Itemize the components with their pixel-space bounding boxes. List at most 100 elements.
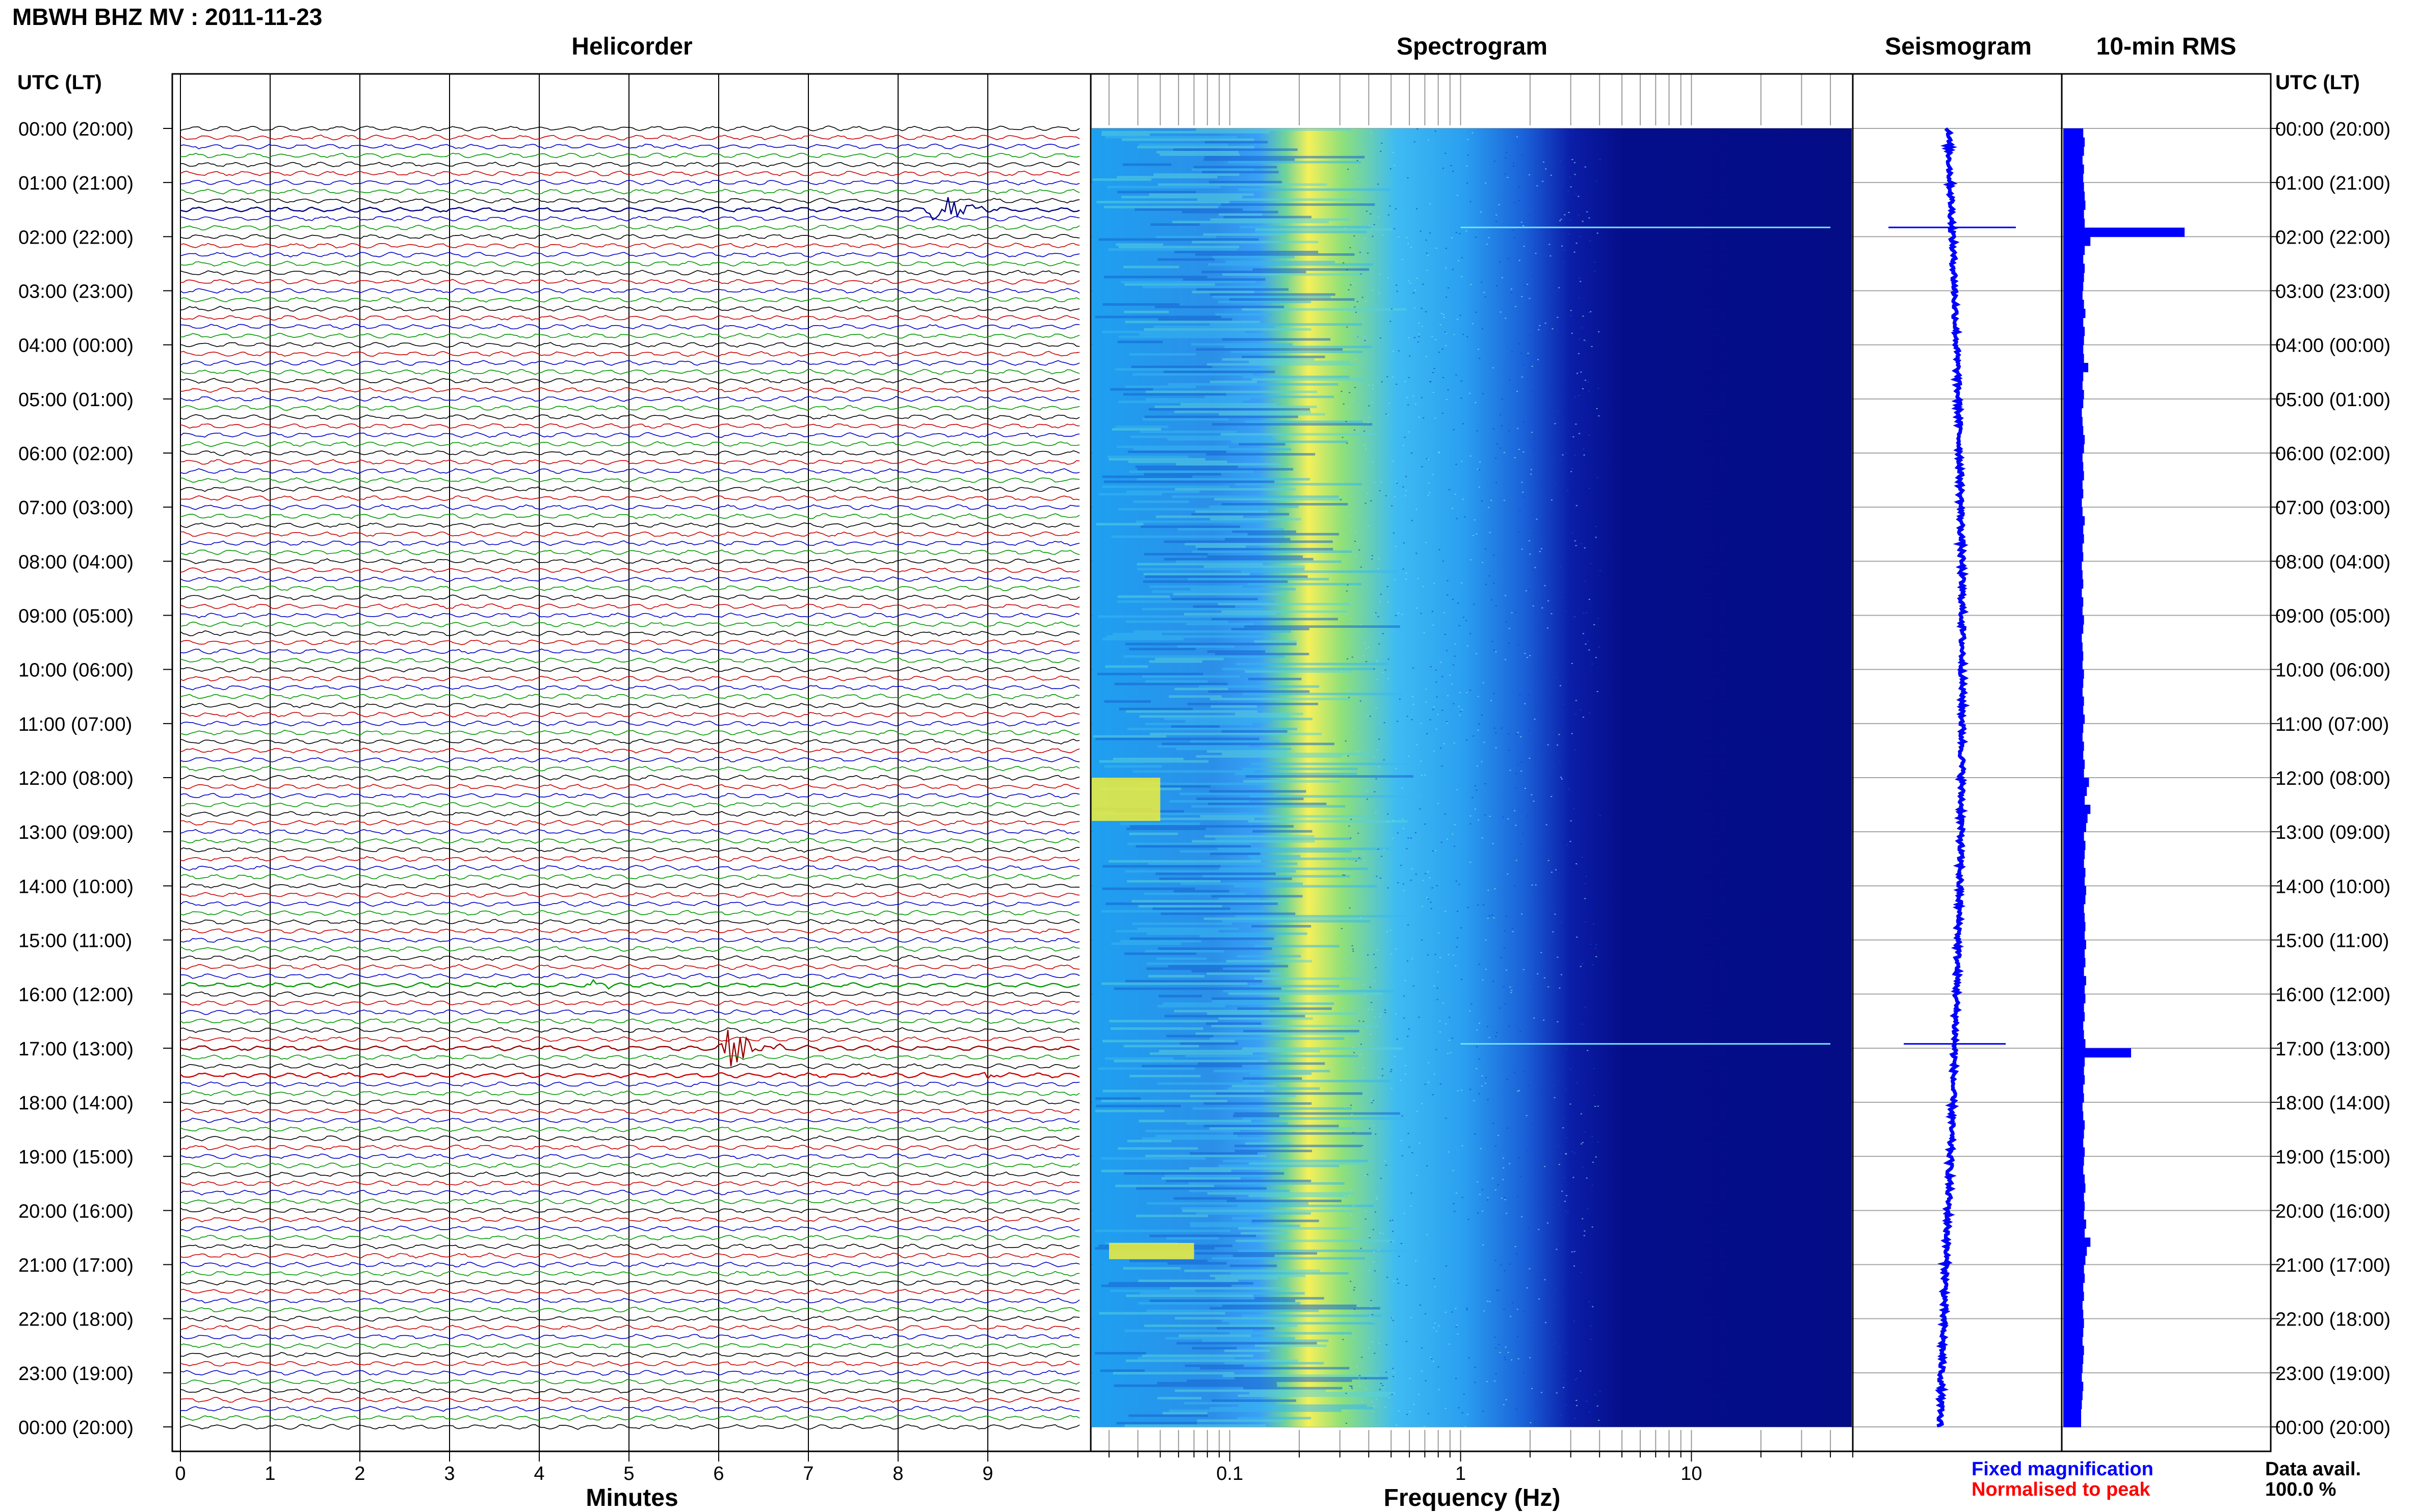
rms-bar [2063, 1183, 2086, 1193]
spectrogram-grain [1545, 498, 1547, 499]
spectrogram-streak [1250, 1072, 1312, 1075]
spectrogram-grain [1376, 1399, 1378, 1400]
helicorder-trace [180, 657, 1080, 664]
spectrogram-streak [1192, 290, 1254, 294]
spectrogram-grain [1433, 750, 1435, 752]
spectrogram-streak [1236, 662, 1389, 666]
spectrogram-grain [1370, 1306, 1372, 1308]
spectrogram-grain [1447, 695, 1449, 697]
spectrogram-grain [1516, 1253, 1518, 1255]
spectrogram-grain [1450, 1052, 1452, 1053]
spectrogram-grain [1556, 329, 1558, 330]
spectrogram-grain [1501, 1198, 1503, 1199]
spectrogram-grain [1420, 1305, 1421, 1306]
helicorder-trace [180, 1027, 1080, 1033]
spectrogram-grain [1507, 873, 1509, 875]
spectrogram-streak [1210, 1275, 1305, 1277]
helicorder-trace [180, 1351, 1080, 1358]
spectrogram-streak [1130, 825, 1294, 828]
spectrogram-streak [1124, 1172, 1284, 1175]
helicorder-trace [180, 919, 1080, 925]
spectrogram-grain [1481, 328, 1483, 330]
spectrogram-streak [1128, 450, 1226, 453]
spectrogram-grain [1431, 887, 1433, 889]
time-label-right: 12:00 (08:00) [2275, 768, 2391, 789]
spectrogram-streak [1171, 495, 1339, 498]
spectrogram-grain [1488, 575, 1490, 577]
spectrogram-streak [1162, 742, 1335, 746]
spectrogram-grain [1400, 865, 1402, 866]
spectrogram-grain [1521, 376, 1523, 378]
helicorder-trace [180, 1234, 1080, 1241]
spectrogram-grain [1518, 343, 1520, 344]
spectrogram-streak [1138, 1302, 1301, 1305]
spectrogram-grain [1396, 384, 1398, 385]
spectrogram-streak [1176, 463, 1281, 466]
spectrogram-grain [1460, 380, 1462, 382]
spectrogram-grain [1429, 381, 1431, 383]
spectrogram-streak [1200, 815, 1368, 818]
spectrogram-grain [1564, 1375, 1566, 1376]
spectrogram-streak [1102, 638, 1184, 641]
spectrogram-grain [1504, 1359, 1506, 1360]
spectrogram-grain [1576, 1082, 1578, 1084]
spectrogram-grain [1547, 744, 1549, 746]
spectrogram-grain [1559, 987, 1561, 989]
time-label-right: 13:00 (09:00) [2275, 822, 2391, 843]
spectrogram-streak [1210, 698, 1351, 701]
spectrogram-grain [1383, 1386, 1385, 1388]
spectrogram-grain [1425, 873, 1427, 874]
spectrogram-grain [1369, 987, 1371, 988]
spectrogram-grain [1348, 872, 1350, 874]
spectrogram-grain [1513, 202, 1515, 203]
spectrogram-grain [1525, 590, 1527, 592]
spectrogram-grain [1517, 1091, 1519, 1092]
spectrogram-grain [1353, 1228, 1355, 1229]
spectrogram-grain [1408, 1146, 1410, 1148]
spectrogram-grain [1363, 430, 1365, 432]
spectrogram-streak [1196, 348, 1343, 351]
spectrogram-grain [1442, 1002, 1444, 1004]
spectrogram-streak [1163, 1002, 1334, 1005]
spectrogram-streak [1161, 1177, 1241, 1180]
spectrogram-grain [1555, 869, 1557, 870]
spectrogram-grain [1374, 980, 1375, 982]
rms-bar [2063, 173, 2084, 183]
spectrogram-streak [1116, 243, 1163, 246]
spectrogram-grain [1368, 525, 1370, 526]
spectrogram-streak [1222, 338, 1331, 341]
spectrogram-grain [1376, 1199, 1378, 1200]
spectrogram-streak [1192, 550, 1352, 553]
spectrogram-grain [1505, 1399, 1507, 1400]
time-label-left: 13:00 (09:00) [18, 822, 134, 843]
spectrogram-grain [1372, 461, 1374, 463]
spectrogram-streak [1230, 1332, 1352, 1335]
spectrogram-streak [1137, 146, 1254, 149]
spectrogram-grain [1346, 1422, 1347, 1424]
spectrogram-streak [1221, 503, 1348, 506]
rms-bar [2063, 832, 2084, 841]
spectrogram-streak [1113, 632, 1162, 635]
spectrogram-grain [1412, 704, 1414, 705]
time-label-right: 05:00 (01:00) [2275, 389, 2391, 411]
spectrogram-streak [1184, 1402, 1276, 1404]
legend-normalised: Normalised to peak [1972, 1479, 2150, 1500]
spectrogram-grain [1498, 204, 1500, 205]
helicorder-trace [180, 441, 1080, 447]
spectrogram-grain [1378, 1343, 1380, 1344]
rms-bar [2063, 958, 2086, 968]
time-label-left: 20:00 (16:00) [18, 1201, 134, 1222]
rms-bar [2063, 642, 2083, 652]
spectrogram-grain [1458, 260, 1460, 261]
spectrogram-grain [1427, 954, 1429, 956]
spectrogram-grain [1396, 290, 1398, 292]
spectrogram-grain [1593, 624, 1595, 625]
spectrogram-grain [1353, 235, 1355, 236]
spectrogram-grain [1342, 1198, 1344, 1199]
spectrogram-streak [1229, 1322, 1376, 1325]
spectrogram-streak [1255, 230, 1367, 233]
spectrogram-grain [1474, 785, 1476, 786]
spectrogram-grain [1375, 967, 1377, 968]
spectrogram-grain [1520, 771, 1522, 772]
spectrogram-grain [1484, 1082, 1486, 1084]
